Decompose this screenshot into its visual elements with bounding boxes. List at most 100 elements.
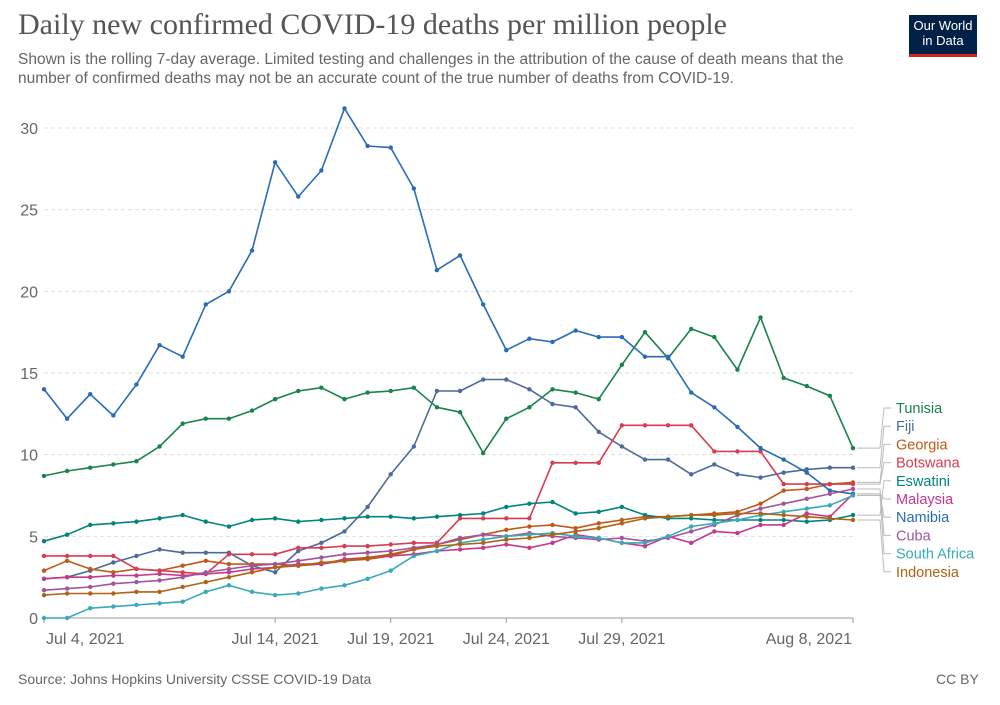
legend-connector [857,425,891,469]
data-point [134,459,139,464]
data-point [180,354,185,359]
legend-label: Namibia [896,510,950,526]
data-point [180,421,185,426]
data-point [203,302,208,307]
data-point [480,537,486,542]
data-point [642,329,648,335]
series-line [43,512,854,596]
data-point [850,512,856,518]
data-point [226,289,232,294]
data-point [411,516,417,521]
data-point [342,552,347,557]
data-point [781,512,786,518]
data-point [411,385,417,390]
data-point [111,573,116,578]
data-point [735,424,740,430]
data-point [41,592,47,598]
data-point [180,570,185,575]
data-point [272,552,278,557]
data-point [88,606,93,611]
y-tick-label: 30 [20,121,38,138]
data-point [596,460,601,466]
data-point [434,405,440,410]
legend-connector [857,493,891,518]
data-point [504,377,509,382]
data-point [781,501,786,506]
data-point [480,377,486,382]
data-point [781,517,786,523]
legend-label: Cuba [896,528,932,544]
data-point [689,472,694,477]
license-label[interactable]: CC BY [936,671,979,687]
data-point [272,396,278,402]
series-line [43,107,854,495]
data-point [134,579,139,585]
data-point [157,568,162,573]
legend-connector [857,495,891,555]
data-point [296,519,301,524]
data-point [180,563,185,568]
data-point [781,470,786,475]
data-point [157,444,162,449]
data-point [388,472,393,477]
data-point [573,534,578,539]
series-lines [41,106,856,621]
data-point [88,566,93,572]
data-point [619,521,625,526]
data-point [342,529,347,534]
y-tick-label: 15 [20,366,38,383]
chart-title: Daily new confirmed COVID-19 deaths per … [18,8,727,41]
data-point [365,550,370,555]
source-note[interactable]: Source: Johns Hopkins University CSSE CO… [18,671,372,687]
data-point [157,343,162,348]
data-point [365,543,370,549]
data-point [619,540,625,546]
data-point [504,527,509,532]
data-point [827,503,833,508]
y-tick-label: 10 [20,448,38,465]
data-point [434,543,440,549]
series-line [43,481,854,574]
data-point [735,511,740,516]
data-point [365,514,370,519]
data-point [550,540,555,546]
owid-logo[interactable]: Our World in Data [909,15,977,57]
data-point [596,429,601,434]
series-line [43,378,853,580]
data-point [134,519,139,524]
data-point [550,339,555,345]
data-point [434,548,440,554]
data-point [434,388,440,394]
data-point [480,450,486,456]
data-point [157,571,162,577]
legend-label: Tunisia [896,401,943,417]
data-point [88,465,93,470]
data-point [804,506,809,511]
data-point [504,537,509,542]
data-point [642,540,648,546]
data-point [203,558,208,564]
data-point [157,547,162,552]
data-point [619,535,625,541]
data-point [64,416,70,421]
data-point [804,486,809,492]
data-point [665,354,671,359]
data-point [180,599,185,604]
legend-label: Malaysia [896,492,954,508]
data-point [827,393,833,399]
data-point [249,570,255,575]
data-point [272,516,278,521]
data-point [827,488,833,493]
data-point [319,540,324,546]
data-point [689,326,694,332]
data-point [689,512,694,518]
data-point [41,615,47,621]
data-point [203,579,208,585]
data-point [157,601,162,606]
data-point [203,589,208,595]
data-point [41,588,47,593]
data-point [735,367,740,372]
data-point [296,388,301,394]
data-point [735,517,740,523]
data-point [457,535,463,541]
